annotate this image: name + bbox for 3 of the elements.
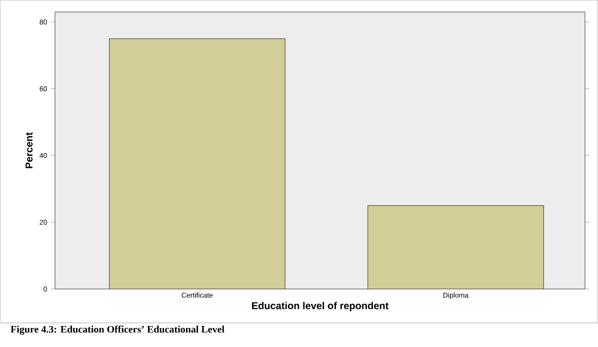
- x-axis-title: Education level of repondent: [252, 302, 389, 312]
- y-axis-title: Percent: [26, 132, 33, 168]
- caption: Figure 4.3: Education Officers’ Educational Level: [10, 326, 224, 335]
